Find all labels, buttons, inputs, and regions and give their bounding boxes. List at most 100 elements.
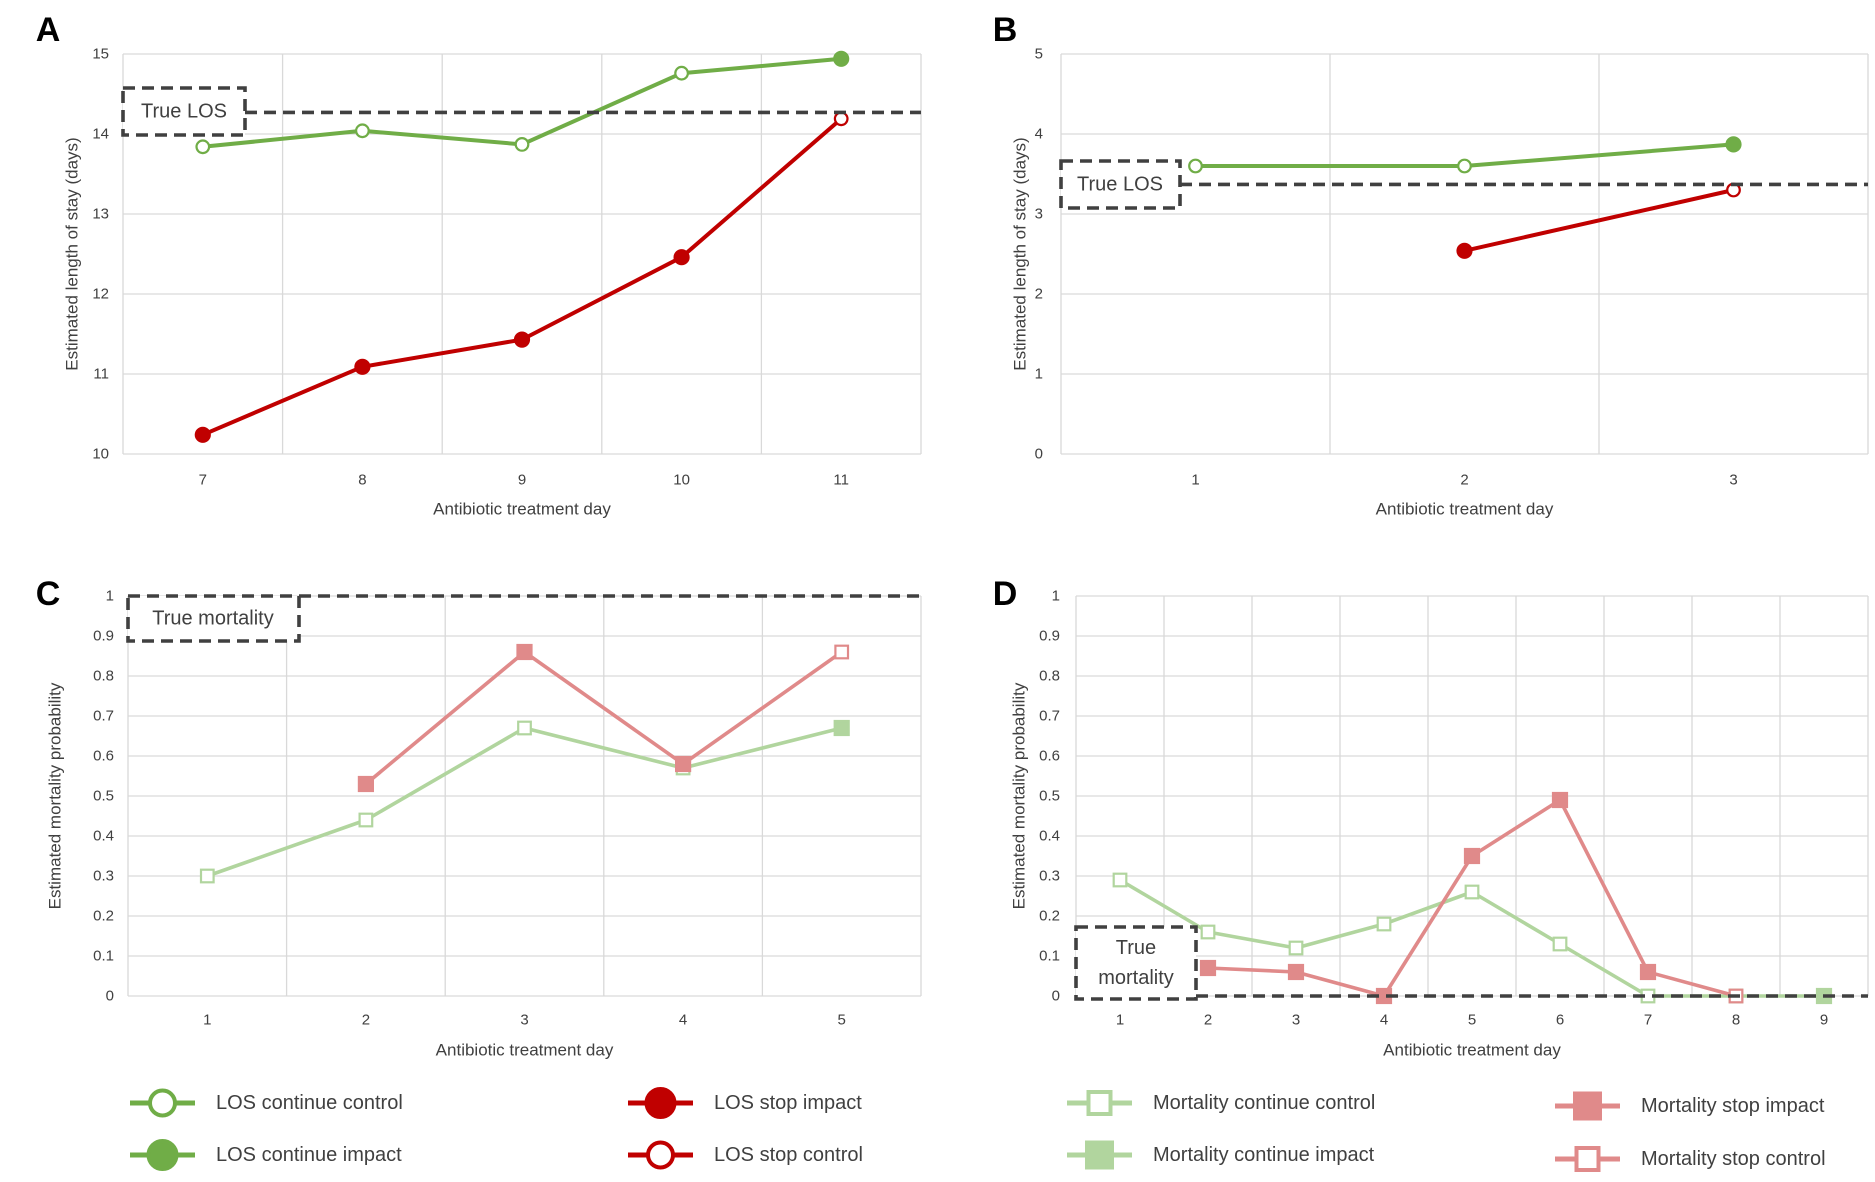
x-tick-label: 1	[1191, 472, 1199, 489]
data-point	[517, 720, 532, 736]
panel-b: 0 1 2 3 4 5 1 2 3 Antibiotic treatment day Estimat…	[993, 11, 1869, 519]
legend-label: Mortality continue control	[1153, 1092, 1375, 1114]
circle-marker-icon	[644, 1087, 677, 1119]
y-axis-title: Estimated length of stay (days)	[1011, 137, 1030, 370]
x-tick-label: 4	[1380, 1012, 1388, 1029]
y-tick-label: 0	[1052, 988, 1060, 1005]
reference-label: mortality	[1098, 967, 1174, 989]
y-tick-label: 1	[1052, 588, 1060, 605]
square-marker-icon	[1574, 1146, 1601, 1172]
data-point	[1639, 963, 1657, 981]
data-point	[513, 331, 531, 348]
x-tick-label: 2	[1204, 1012, 1212, 1029]
legend-label: Mortality stop control	[1641, 1148, 1826, 1170]
circle-marker-icon	[646, 1140, 675, 1170]
y-tick-label: 15	[92, 46, 109, 63]
x-tick-label: 10	[673, 472, 690, 489]
legend-item: LOS stop impact	[628, 1087, 862, 1119]
data-point	[1199, 959, 1217, 977]
panel-letter: D	[993, 575, 1018, 613]
x-tick-label: 2	[1460, 472, 1468, 489]
data-point	[1456, 242, 1473, 259]
x-tick-label: 1	[203, 1012, 211, 1029]
y-tick-label: 2	[1035, 286, 1043, 303]
data-point	[1376, 916, 1392, 932]
square-marker-icon	[1086, 1090, 1113, 1116]
data-point	[834, 644, 850, 660]
legend-item: Mortality stop impact	[1555, 1091, 1825, 1121]
data-point	[358, 812, 374, 828]
y-tick-label: 0.8	[1039, 668, 1060, 685]
data-point	[1463, 847, 1481, 865]
legend-label: LOS continue impact	[216, 1144, 402, 1166]
x-tick-label: 3	[1292, 1012, 1300, 1029]
data-point	[673, 249, 690, 266]
legend-label: LOS stop control	[714, 1144, 863, 1166]
data-point	[516, 643, 533, 661]
y-tick-label: 14	[92, 126, 109, 143]
x-tick-label: 3	[520, 1012, 528, 1029]
x-axis-title: Antibiotic treatment day	[1376, 500, 1554, 519]
square-marker-icon	[1085, 1140, 1114, 1170]
x-axis-title: Antibiotic treatment day	[436, 1041, 614, 1060]
panel-letter: B	[993, 11, 1018, 49]
data-point	[833, 50, 850, 67]
y-axis-title: Estimated length of stay (days)	[63, 137, 82, 370]
reference-label: True	[1116, 937, 1156, 959]
y-tick-label: 0.2	[1039, 908, 1060, 925]
reference-label-box	[121, 86, 247, 137]
x-tick-label: 9	[518, 472, 526, 489]
legend-label: LOS stop impact	[714, 1092, 862, 1114]
legend-item: LOS continue control	[130, 1088, 403, 1118]
y-tick-label: 0.1	[1039, 948, 1060, 965]
reference-label-box	[1074, 925, 1198, 1001]
x-tick-label: 2	[362, 1012, 370, 1029]
legend-item: Mortality continue impact	[1067, 1140, 1375, 1170]
data-point	[674, 65, 689, 81]
y-tick-label: 0.7	[93, 708, 114, 725]
legend-item: LOS stop control	[628, 1140, 863, 1170]
y-tick-label: 0.1	[93, 948, 114, 965]
y-tick-label: 0.5	[93, 788, 114, 805]
y-tick-label: 13	[92, 206, 109, 223]
y-tick-label: 11	[93, 366, 109, 383]
y-tick-label: 0.6	[1039, 748, 1060, 765]
reference-label: True LOS	[1077, 174, 1163, 196]
x-tick-label: 8	[1732, 1012, 1740, 1029]
x-tick-label: 9	[1820, 1012, 1828, 1029]
x-tick-label: 3	[1729, 472, 1737, 489]
series-line	[364, 650, 844, 786]
x-tick-label: 5	[1468, 1012, 1476, 1029]
x-tick-label: 11	[833, 472, 849, 489]
y-axis-title: Estimated mortality probability	[46, 682, 65, 909]
data-point	[1464, 884, 1480, 900]
x-axis-title: Antibiotic treatment day	[433, 500, 611, 519]
legend-label: LOS continue control	[216, 1092, 403, 1114]
legend-item: Mortality stop control	[1555, 1146, 1826, 1172]
legend-label: Mortality stop impact	[1641, 1095, 1825, 1117]
y-tick-label: 0.8	[93, 668, 114, 685]
legend-item: Mortality continue control	[1067, 1090, 1375, 1116]
data-point	[1725, 136, 1742, 153]
data-point	[1457, 158, 1472, 174]
reference-label-box	[1059, 159, 1182, 210]
data-point	[1200, 924, 1216, 940]
y-tick-label: 0.4	[93, 828, 114, 845]
y-tick-label: 4	[1035, 126, 1043, 143]
panel-letter: C	[36, 575, 61, 613]
data-point	[355, 123, 370, 139]
y-tick-label: 10	[92, 446, 109, 463]
data-point	[674, 755, 692, 773]
data-point	[194, 426, 211, 443]
x-axis-title: Antibiotic treatment day	[1383, 1041, 1561, 1060]
data-point	[1288, 940, 1304, 956]
reference-label: True LOS	[141, 101, 227, 123]
y-axis-title: Estimated mortality probability	[1010, 682, 1029, 909]
x-tick-label: 1	[1116, 1012, 1124, 1029]
y-tick-label: 0.3	[93, 868, 114, 885]
data-point	[354, 358, 371, 375]
y-tick-label: 5	[1035, 46, 1043, 63]
